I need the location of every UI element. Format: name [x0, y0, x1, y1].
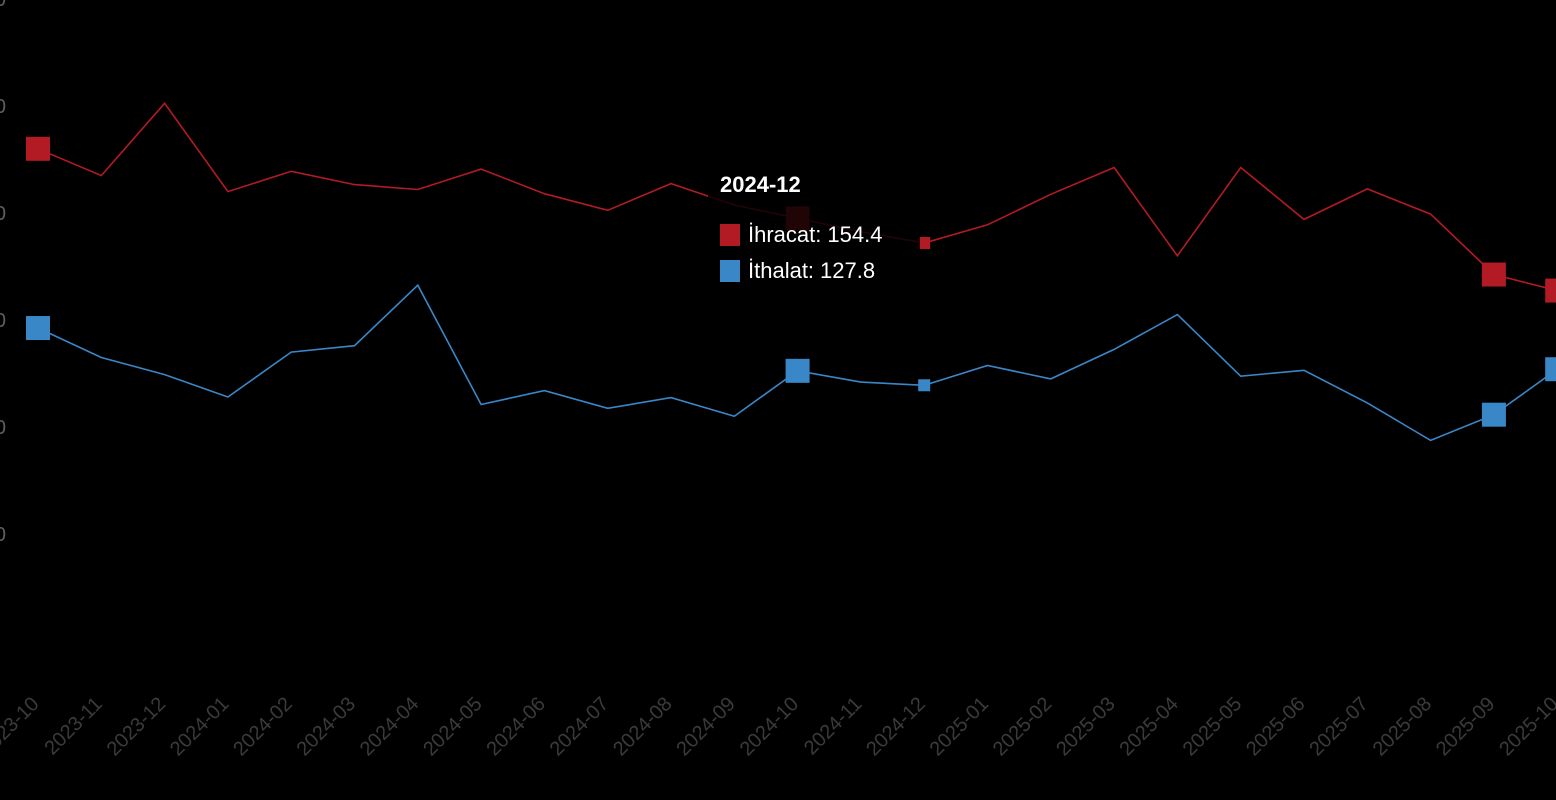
data-point-marker-ihracat[interactable]: [1545, 278, 1556, 303]
x-tick-label: 2023-10: [0, 693, 44, 760]
x-tick-label: 2025-01: [926, 693, 993, 760]
data-point-marker-ihracat[interactable]: [1481, 262, 1506, 287]
chart-tooltip: 2024-12 İhracat: 154.4 İthalat: 127.8: [708, 166, 920, 294]
y-tick-label: 120: [0, 417, 6, 439]
x-tick-label: 2025-06: [1242, 693, 1309, 760]
x-tick-label: 2024-05: [419, 693, 486, 760]
x-tick-label: 2024-02: [229, 693, 296, 760]
tooltip-title: 2024-12: [720, 172, 801, 197]
x-tick-label: 2025-03: [1052, 693, 1119, 760]
tooltip-row-ihracat: İhracat: 154.4: [720, 222, 882, 248]
tooltip-value-ihracat: 154.4: [827, 222, 883, 247]
x-tick-label: 2025-09: [1432, 693, 1499, 760]
ithalat-swatch-icon: [720, 260, 740, 282]
y-tick-label: 140: [0, 310, 6, 332]
x-tick-label: 2025-04: [1115, 693, 1182, 760]
x-tick-label: 2024-10: [736, 693, 803, 760]
x-tick-label: 2024-03: [293, 693, 360, 760]
x-tick-label: 2023-12: [103, 693, 170, 760]
ihracat-swatch-icon: [720, 224, 740, 246]
x-tick-label: 2024-11: [800, 693, 866, 759]
x-tick-label: 2024-08: [609, 693, 676, 760]
x-tick-label: 2024-04: [356, 693, 423, 760]
tooltip-label-ihracat: İhracat:: [748, 222, 822, 247]
x-tick-label: 2024-07: [546, 693, 613, 760]
data-point-marker-ithalat[interactable]: [1481, 402, 1506, 427]
x-tick-label: 2024-12: [862, 693, 929, 760]
data-point-marker-ihracat[interactable]: [918, 236, 931, 249]
data-point-marker-ithalat[interactable]: [26, 316, 50, 341]
data-point-marker-ihracat[interactable]: [26, 136, 50, 161]
x-tick-label: 2023-11: [40, 693, 106, 759]
x-tick-label: 2025-05: [1179, 693, 1246, 760]
data-point-marker-ithalat[interactable]: [785, 358, 810, 383]
y-tick-label: 180: [0, 96, 6, 118]
x-tick-label: 2025-10: [1495, 693, 1556, 760]
x-tick-label: 2024-01: [166, 693, 233, 760]
x-tick-label: 2024-06: [482, 693, 549, 760]
data-point-marker-ithalat[interactable]: [918, 379, 931, 392]
x-tick-label: 2025-08: [1369, 693, 1436, 760]
tooltip-label-ithalat: İthalat:: [748, 258, 815, 283]
y-tick-label: 100: [0, 524, 6, 546]
tooltip-row-ithalat: İthalat: 127.8: [720, 258, 875, 284]
x-tick-label: 2025-02: [989, 693, 1056, 760]
x-tick-label: 2024-09: [672, 693, 739, 760]
x-tick-label: 2025-07: [1305, 693, 1372, 760]
tooltip-value-ithalat: 127.8: [820, 258, 876, 283]
y-tick-label: 200: [0, 0, 6, 11]
y-tick-label: 160: [0, 203, 6, 225]
data-point-marker-ithalat[interactable]: [1545, 357, 1556, 382]
